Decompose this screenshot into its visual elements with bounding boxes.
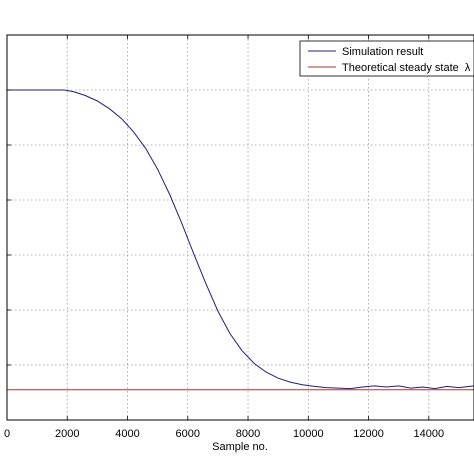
x-tick-label: 4000 — [115, 428, 139, 440]
x-tick-label: 8000 — [236, 428, 260, 440]
plot-area-frame — [6, 34, 474, 421]
x-tick-label: 12000 — [353, 428, 384, 440]
x-tick-label: 6000 — [176, 428, 200, 440]
legend-box — [299, 40, 474, 77]
legend-label-theoretical-steady-state: Theoretical steady state λ — [342, 62, 471, 74]
series-line-simulation-result — [7, 89, 474, 390]
x-tick-label: 0 — [4, 428, 10, 440]
axis-ticks: 0 2000 4000 6000 8000 10000 12000 14000 — [4, 35, 444, 440]
legend-label-simulation-result: Simulation result — [342, 46, 423, 58]
series-lines — [7, 89, 474, 391]
legend: Simulation result Theoretical steady sta… — [299, 40, 474, 77]
x-tick-label: 2000 — [55, 428, 79, 440]
grid-lines — [7, 35, 474, 420]
x-axis-label: Sample no. — [212, 441, 268, 453]
x-tick-label: 10000 — [293, 428, 324, 440]
x-tick-label: 14000 — [414, 428, 445, 440]
